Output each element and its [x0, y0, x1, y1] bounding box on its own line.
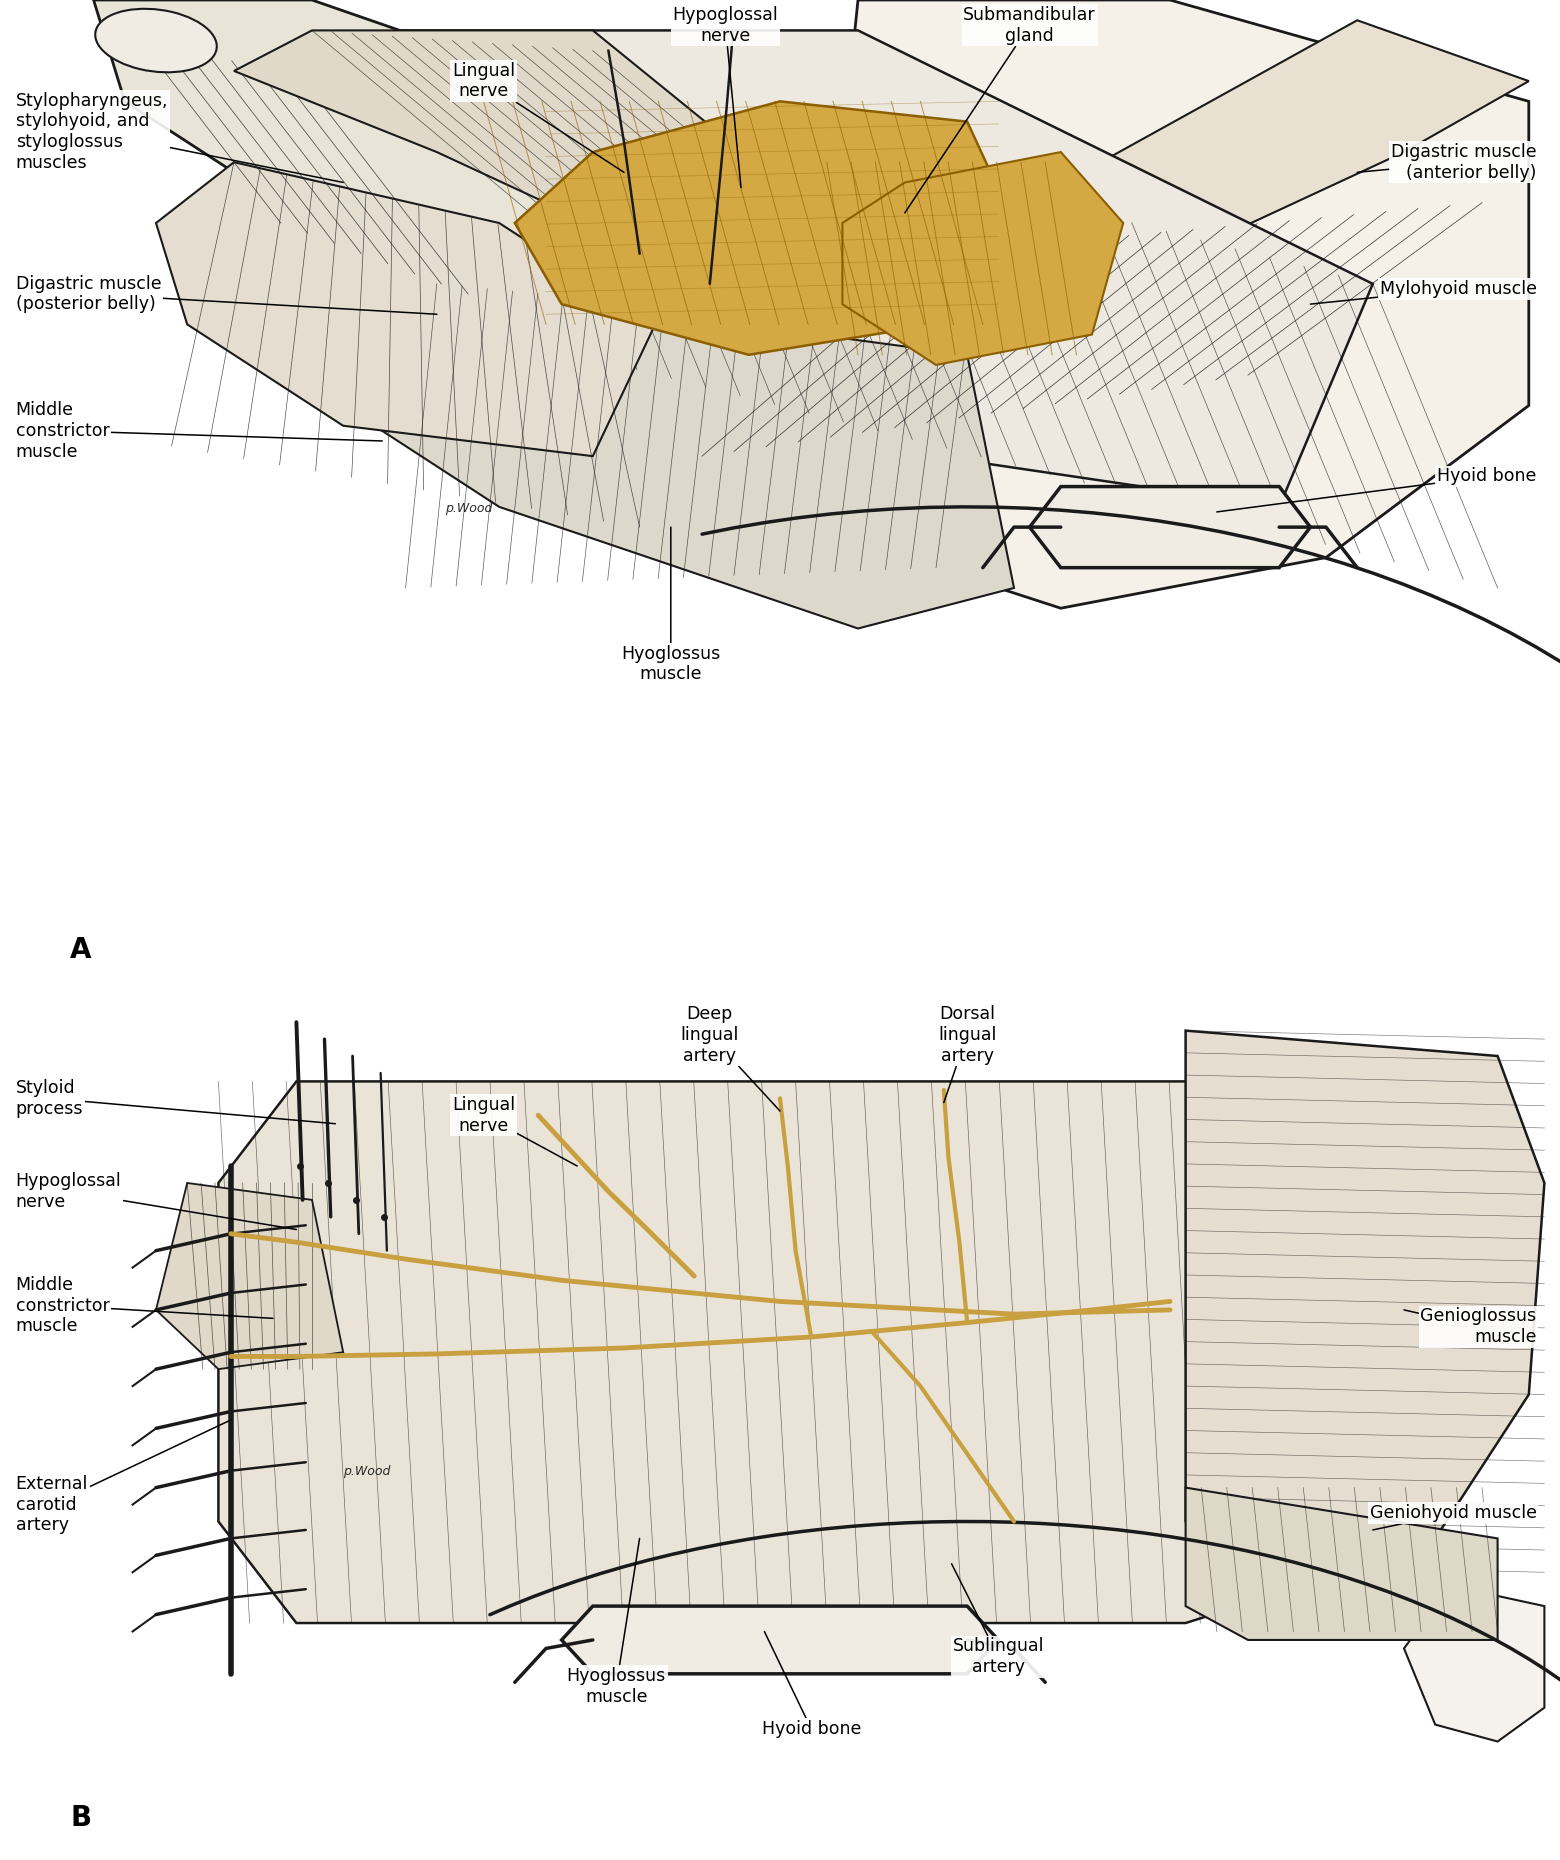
Text: Digastric muscle
(posterior belly): Digastric muscle (posterior belly): [16, 275, 437, 314]
Polygon shape: [156, 1183, 343, 1369]
Text: Stylopharyngeus,
stylohyoid, and
styloglossus
muscles: Stylopharyngeus, stylohyoid, and stylogl…: [16, 91, 343, 182]
Polygon shape: [562, 1607, 998, 1674]
Text: Hypoglossal
nerve: Hypoglossal nerve: [16, 1172, 296, 1229]
Text: Hyoid bone: Hyoid bone: [1217, 467, 1537, 512]
Text: B: B: [70, 1804, 92, 1832]
Text: Middle
constrictor
muscle: Middle constrictor muscle: [16, 402, 382, 461]
Polygon shape: [1186, 1488, 1498, 1641]
Text: Genioglossus
muscle: Genioglossus muscle: [1404, 1308, 1537, 1347]
Text: p.Wood: p.Wood: [445, 502, 491, 515]
Polygon shape: [343, 285, 1014, 629]
Polygon shape: [156, 162, 655, 456]
Text: A: A: [70, 936, 92, 963]
Polygon shape: [811, 0, 1529, 608]
Text: Deep
lingual
artery: Deep lingual artery: [680, 1004, 780, 1110]
Text: Submandibular
gland: Submandibular gland: [905, 6, 1097, 212]
Polygon shape: [1404, 1588, 1544, 1741]
Ellipse shape: [95, 9, 217, 73]
Text: Mylohyoid muscle: Mylohyoid muscle: [1310, 279, 1537, 303]
Polygon shape: [515, 102, 1014, 355]
Polygon shape: [1186, 1030, 1544, 1588]
Polygon shape: [218, 1081, 1373, 1624]
Polygon shape: [842, 153, 1123, 365]
Polygon shape: [94, 0, 624, 253]
Text: Lingual
nerve: Lingual nerve: [452, 1096, 577, 1166]
Text: Hyoid bone: Hyoid bone: [761, 1631, 861, 1737]
Text: Hyoglossus
muscle: Hyoglossus muscle: [566, 1538, 666, 1706]
Text: Hyoglossus
muscle: Hyoglossus muscle: [621, 526, 721, 683]
Text: External
carotid
artery: External carotid artery: [16, 1419, 231, 1534]
Text: Geniohyoid muscle: Geniohyoid muscle: [1370, 1505, 1537, 1531]
Text: p.Wood: p.Wood: [343, 1466, 390, 1479]
Text: Middle
constrictor
muscle: Middle constrictor muscle: [16, 1276, 273, 1335]
Text: Styloid
process: Styloid process: [16, 1079, 335, 1123]
Text: Dorsal
lingual
artery: Dorsal lingual artery: [938, 1004, 997, 1103]
Text: Lingual
nerve: Lingual nerve: [452, 61, 624, 173]
Polygon shape: [234, 30, 780, 253]
Text: Digastric muscle
(anterior belly): Digastric muscle (anterior belly): [1357, 143, 1537, 182]
Polygon shape: [281, 30, 1373, 508]
Polygon shape: [780, 20, 1529, 426]
Text: Hypoglossal
nerve: Hypoglossal nerve: [672, 6, 778, 188]
Polygon shape: [1030, 487, 1310, 567]
Text: Sublingual
artery: Sublingual artery: [952, 1564, 1044, 1676]
